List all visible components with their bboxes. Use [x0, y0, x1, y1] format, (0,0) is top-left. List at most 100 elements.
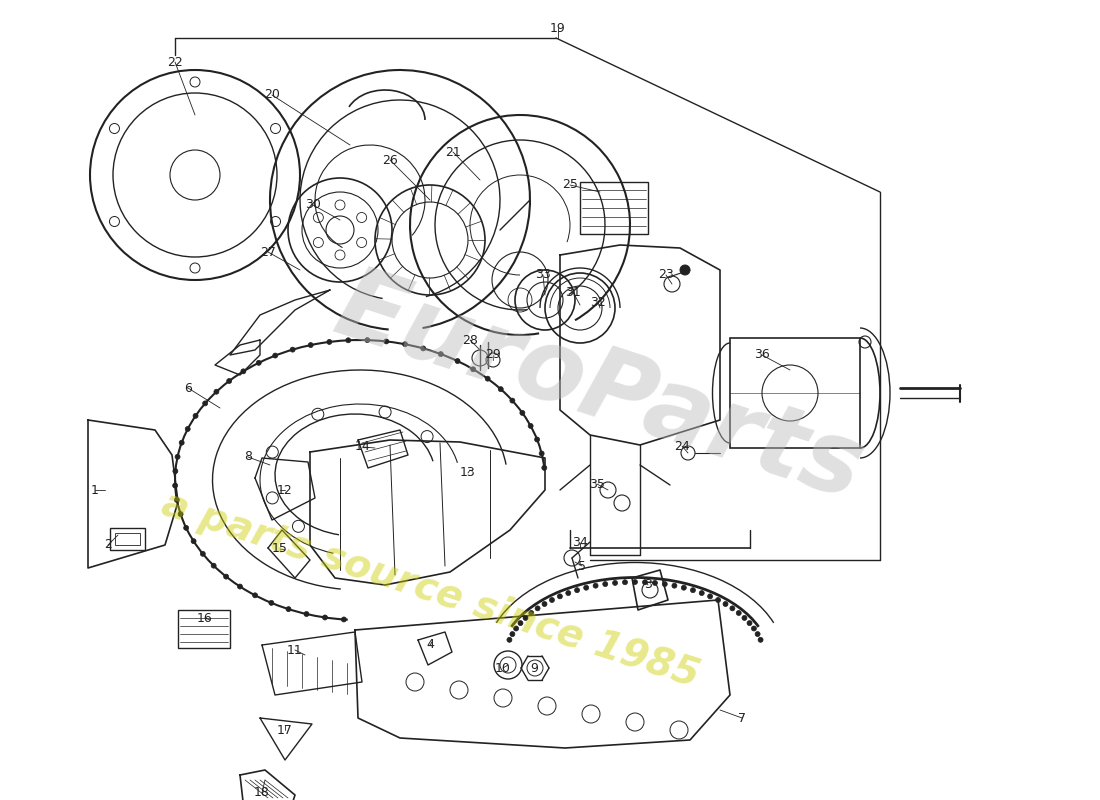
Circle shape: [345, 338, 351, 342]
Circle shape: [202, 401, 208, 406]
Text: EuroParts: EuroParts: [324, 259, 876, 521]
Text: 8: 8: [244, 450, 252, 463]
Text: 3: 3: [645, 578, 652, 591]
Circle shape: [672, 583, 676, 588]
Circle shape: [755, 631, 760, 637]
Circle shape: [341, 617, 346, 622]
Circle shape: [730, 606, 735, 611]
Circle shape: [736, 610, 741, 615]
Circle shape: [223, 574, 229, 579]
Circle shape: [455, 358, 460, 363]
Circle shape: [421, 346, 426, 351]
Circle shape: [290, 347, 295, 352]
Text: 16: 16: [197, 611, 213, 625]
Text: 6: 6: [184, 382, 191, 394]
Bar: [110, 528, 145, 550]
Circle shape: [322, 615, 328, 620]
Circle shape: [227, 378, 232, 383]
Circle shape: [327, 339, 332, 345]
Circle shape: [539, 451, 544, 456]
Circle shape: [522, 615, 528, 621]
Text: 7: 7: [738, 711, 746, 725]
Circle shape: [179, 440, 184, 445]
Circle shape: [652, 581, 658, 586]
Text: 27: 27: [260, 246, 276, 258]
Text: 17: 17: [277, 723, 293, 737]
Text: 11: 11: [287, 643, 303, 657]
Circle shape: [593, 583, 598, 588]
Circle shape: [268, 600, 274, 606]
Circle shape: [603, 582, 607, 586]
Circle shape: [184, 526, 189, 530]
Circle shape: [498, 386, 504, 392]
Bar: [116, 533, 140, 545]
Circle shape: [253, 593, 257, 598]
Text: 29: 29: [485, 349, 501, 362]
Text: 20: 20: [264, 89, 279, 102]
Circle shape: [681, 586, 686, 590]
Text: a parts source since 1985: a parts source since 1985: [156, 485, 704, 695]
Text: 4: 4: [426, 638, 433, 651]
Circle shape: [365, 338, 370, 342]
Circle shape: [528, 423, 534, 429]
Circle shape: [175, 454, 180, 459]
Circle shape: [403, 342, 407, 346]
Circle shape: [173, 469, 178, 474]
Text: 34: 34: [572, 537, 587, 550]
Circle shape: [642, 580, 648, 585]
Circle shape: [471, 366, 475, 372]
Circle shape: [742, 615, 747, 621]
Circle shape: [691, 588, 695, 593]
Text: 13: 13: [460, 466, 476, 479]
Circle shape: [507, 638, 512, 642]
Circle shape: [707, 594, 713, 599]
Circle shape: [574, 588, 580, 593]
Circle shape: [549, 598, 554, 602]
Circle shape: [520, 410, 525, 415]
Circle shape: [584, 586, 588, 590]
Circle shape: [662, 582, 668, 586]
Bar: [178, 610, 230, 648]
Circle shape: [751, 626, 757, 631]
Text: 18: 18: [254, 786, 270, 799]
Circle shape: [510, 631, 515, 637]
Circle shape: [286, 606, 292, 612]
Circle shape: [716, 598, 720, 602]
Text: 23: 23: [658, 269, 674, 282]
Circle shape: [485, 376, 491, 381]
Text: 26: 26: [382, 154, 398, 166]
Circle shape: [213, 390, 219, 394]
Text: 33: 33: [535, 269, 551, 282]
Circle shape: [680, 265, 690, 275]
Text: 32: 32: [590, 295, 606, 309]
Circle shape: [535, 606, 540, 611]
Circle shape: [238, 584, 242, 589]
Circle shape: [211, 563, 217, 568]
Text: 10: 10: [495, 662, 510, 674]
Text: 36: 36: [755, 349, 770, 362]
Circle shape: [273, 353, 277, 358]
Circle shape: [438, 351, 443, 357]
Circle shape: [173, 483, 177, 488]
Text: 14: 14: [355, 441, 371, 454]
Circle shape: [613, 581, 617, 586]
Circle shape: [535, 437, 540, 442]
Circle shape: [510, 398, 515, 403]
Circle shape: [194, 414, 198, 418]
Circle shape: [178, 511, 183, 517]
Text: 22: 22: [167, 55, 183, 69]
Circle shape: [542, 466, 547, 470]
Text: 12: 12: [277, 483, 293, 497]
Circle shape: [308, 342, 314, 347]
Circle shape: [241, 369, 245, 374]
Circle shape: [304, 611, 309, 617]
Bar: [580, 182, 648, 234]
Circle shape: [723, 602, 728, 606]
Text: 21: 21: [446, 146, 461, 158]
Circle shape: [623, 580, 627, 585]
Text: 15: 15: [272, 542, 288, 555]
Circle shape: [256, 360, 261, 366]
Bar: [730, 338, 860, 448]
Circle shape: [175, 498, 179, 502]
Text: 19: 19: [550, 22, 565, 34]
